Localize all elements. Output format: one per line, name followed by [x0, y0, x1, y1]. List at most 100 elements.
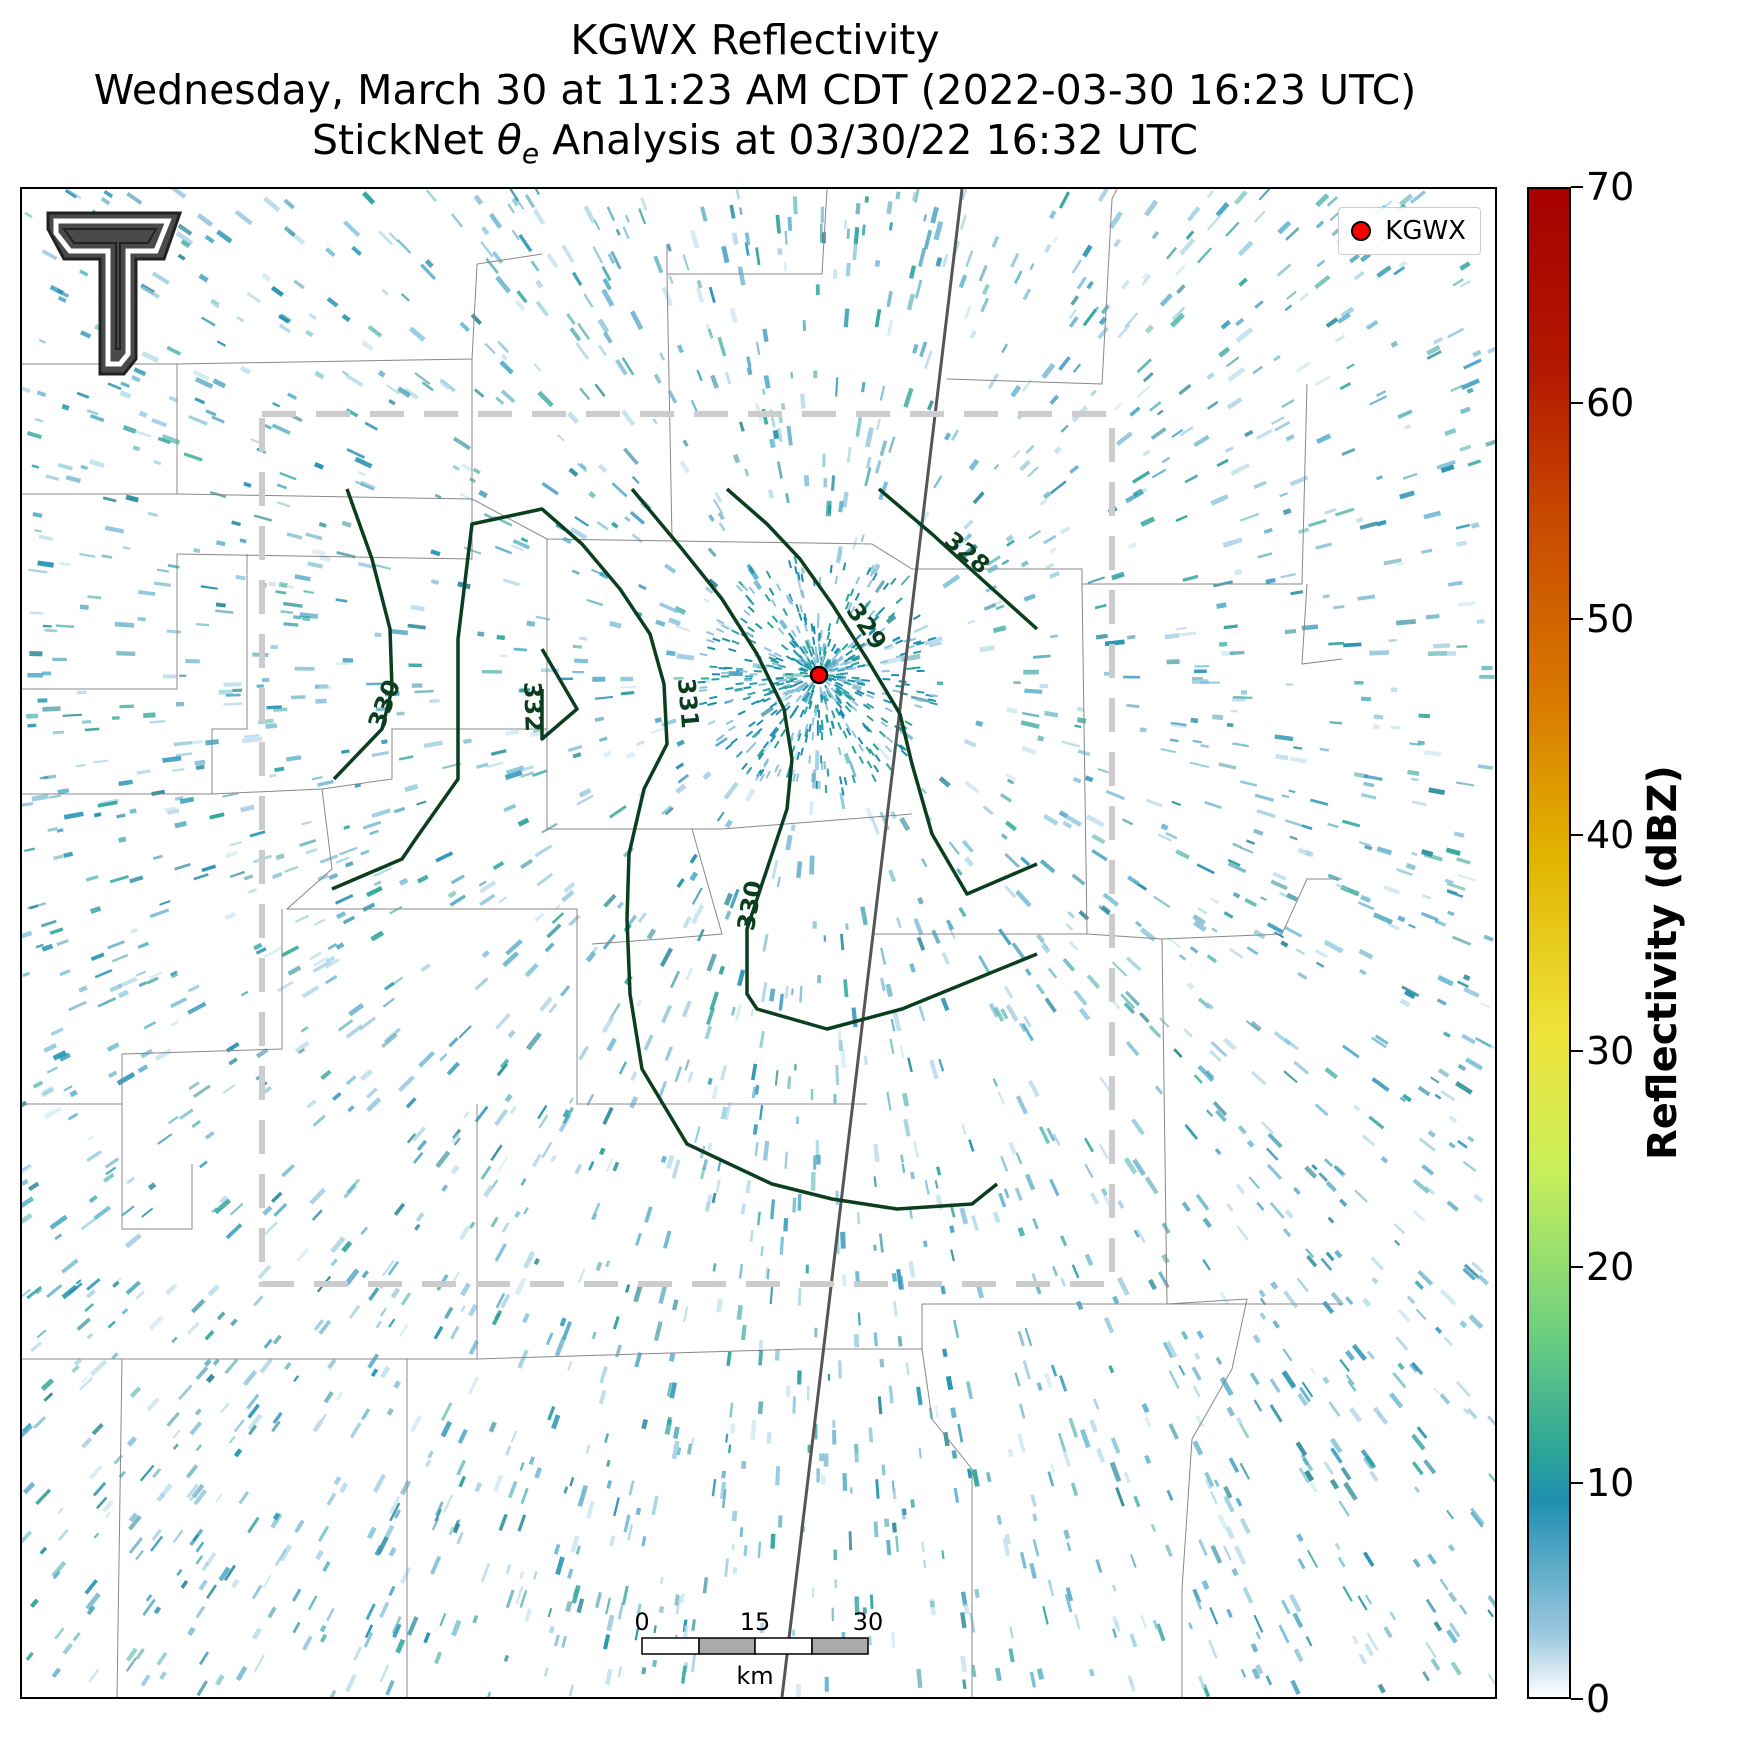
- reflectivity-gate: [262, 1574, 272, 1589]
- reflectivity-gate: [861, 224, 866, 236]
- reflectivity-gate: [601, 1016, 615, 1034]
- reflectivity-gate: [512, 539, 530, 550]
- reflectivity-gate: [823, 760, 827, 770]
- reflectivity-gate: [1372, 912, 1393, 925]
- reflectivity-gate: [1086, 280, 1094, 290]
- reflectivity-gate: [613, 1497, 620, 1517]
- reflectivity-gate: [1212, 1101, 1228, 1117]
- reflectivity-gate: [1439, 1578, 1449, 1591]
- reflectivity-gate: [141, 350, 160, 363]
- reflectivity-gate: [276, 980, 294, 993]
- reflectivity-gate: [345, 373, 364, 388]
- reflectivity-gate: [153, 460, 162, 466]
- reflectivity-gate: [838, 678, 847, 682]
- legend-marker-icon: [1351, 221, 1372, 241]
- reflectivity-gate: [609, 1535, 616, 1547]
- reflectivity-gate: [631, 475, 640, 485]
- reflectivity-gate: [49, 927, 64, 935]
- reflectivity-gate: [1393, 1222, 1406, 1235]
- reflectivity-gate: [533, 363, 542, 372]
- reflectivity-gate: [1390, 340, 1399, 348]
- reflectivity-gate: [885, 736, 894, 744]
- reflectivity-gate: [1151, 468, 1167, 479]
- reflectivity-gate: [307, 561, 323, 569]
- reflectivity-gate: [180, 238, 191, 249]
- reflectivity-gate: [1031, 1272, 1037, 1282]
- reflectivity-gate: [315, 698, 327, 704]
- reflectivity-gate: [353, 1646, 363, 1661]
- reflectivity-gate: [785, 594, 791, 604]
- reflectivity-gate: [865, 427, 874, 448]
- reflectivity-gate: [747, 605, 755, 613]
- reflectivity-gate: [1390, 725, 1401, 730]
- reflectivity-gate: [1473, 1193, 1484, 1203]
- reflectivity-gate: [1065, 1586, 1074, 1602]
- reflectivity-gate: [1254, 210, 1266, 223]
- reflectivity-gate: [1102, 892, 1120, 907]
- reflectivity-gate: [684, 1059, 691, 1071]
- reflectivity-gate: [784, 230, 788, 245]
- reflectivity-gate: [842, 491, 849, 508]
- reflectivity-gate: [1316, 259, 1326, 268]
- reflectivity-gate: [916, 936, 926, 951]
- reflectivity-gate: [273, 1202, 288, 1217]
- reflectivity-gate: [1292, 1612, 1304, 1629]
- reflectivity-gate: [810, 623, 814, 632]
- reflectivity-gate: [842, 562, 847, 571]
- reflectivity-gate: [745, 730, 754, 738]
- reflectivity-gate: [749, 741, 757, 750]
- reflectivity-gate: [389, 1502, 401, 1522]
- reflectivity-gate: [838, 1360, 842, 1379]
- reflectivity-gate: [1421, 548, 1433, 554]
- reflectivity-gate: [417, 874, 429, 884]
- reflectivity-gate: [820, 755, 823, 764]
- reflectivity-gate: [827, 1373, 831, 1381]
- reflectivity-gate: [195, 1366, 209, 1381]
- reflectivity-gate: [1021, 1022, 1034, 1042]
- reflectivity-gate: [876, 418, 881, 431]
- reflectivity-gate: [574, 658, 589, 664]
- reflectivity-gate: [617, 1666, 622, 1678]
- reflectivity-gate: [845, 262, 851, 277]
- reflectivity-gate: [1237, 1125, 1247, 1135]
- reflectivity-gate: [500, 1293, 511, 1309]
- reflectivity-gate: [720, 1065, 728, 1081]
- reflectivity-gate: [320, 1069, 332, 1080]
- reflectivity-gate: [952, 1319, 960, 1339]
- reflectivity-gate: [856, 689, 865, 695]
- reflectivity-gate: [636, 1603, 642, 1615]
- reflectivity-gate: [738, 207, 743, 216]
- reflectivity-gate: [658, 1081, 668, 1099]
- reflectivity-gate: [1417, 1270, 1434, 1286]
- reflectivity-gate: [891, 1272, 898, 1282]
- reflectivity-gate: [1383, 885, 1401, 895]
- reflectivity-gate: [1000, 833, 1008, 840]
- reflectivity-gate: [888, 222, 894, 231]
- reflectivity-gate: [345, 1075, 357, 1086]
- reflectivity-gate: [414, 372, 431, 385]
- reflectivity-gate: [1045, 562, 1055, 570]
- reflectivity-gate: [1049, 570, 1061, 579]
- reflectivity-gate: [822, 646, 827, 655]
- reflectivity-gate: [1305, 1248, 1315, 1259]
- title-line-3-text: StickNet θe Analysis at 03/30/22 16:32 U…: [312, 116, 1198, 171]
- reflectivity-gate: [1200, 744, 1209, 749]
- reflectivity-gate: [819, 686, 823, 695]
- reflectivity-gate: [961, 839, 974, 853]
- reflectivity-gate: [1407, 769, 1420, 777]
- reflectivity-gate: [634, 1627, 640, 1641]
- reflectivity-gate: [535, 300, 550, 317]
- reflectivity-gate: [742, 696, 752, 701]
- reflectivity-gate: [1049, 480, 1067, 495]
- reflectivity-gate: [1250, 1643, 1259, 1653]
- reflectivity-gate: [393, 806, 406, 814]
- reflectivity-gate: [26, 713, 39, 719]
- reflectivity-gate: [117, 989, 129, 999]
- reflectivity-gate: [823, 1453, 829, 1467]
- reflectivity-gate: [835, 657, 844, 664]
- reflectivity-gate: [451, 1619, 462, 1637]
- colorbar-tick-label: 10: [1586, 1461, 1635, 1505]
- reflectivity-gate: [697, 680, 706, 684]
- reflectivity-gate: [275, 590, 287, 595]
- reflectivity-gate: [457, 1428, 468, 1444]
